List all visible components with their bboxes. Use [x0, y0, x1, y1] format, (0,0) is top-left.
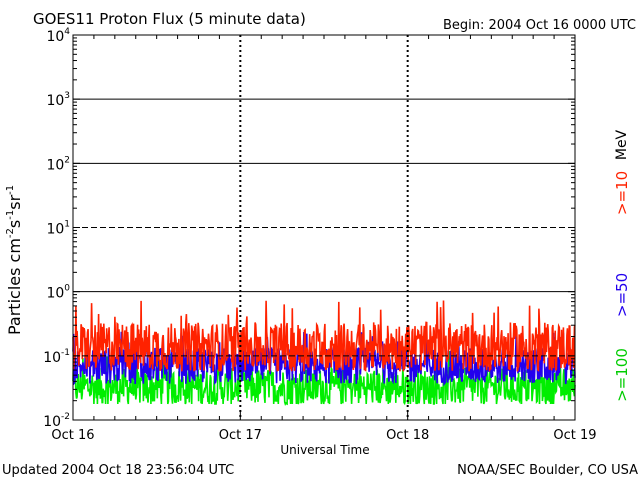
- series-line-1: [72, 331, 576, 387]
- x-tick-label-0: Oct 16: [51, 428, 94, 443]
- series-line-0: [72, 300, 576, 372]
- legend-entry-ge10: >=10: [613, 171, 631, 215]
- y-tick-label-0: 10-2: [43, 412, 70, 430]
- legend-entry-ge50: >=50: [613, 273, 631, 317]
- grid-layer: [73, 35, 575, 420]
- x-tick-label-3: Oct 19: [553, 428, 596, 443]
- y-tick-label-4: 102: [46, 155, 70, 173]
- chart-title: GOES11 Proton Flux (5 minute data): [33, 10, 306, 28]
- x-tick-label-2: Oct 18: [386, 428, 429, 443]
- y-tick-label-1: 10-1: [43, 348, 70, 366]
- y-tick-label-3: 101: [46, 220, 70, 238]
- x-axis-label: Universal Time: [280, 443, 369, 457]
- series-layer: [72, 300, 576, 406]
- begin-time: Begin: 2004 Oct 16 0000 UTC: [443, 18, 636, 33]
- axis-layer: 10-2 10-1 100 101 102 103 104 Oct 16 Oct 17 Oct 1…: [43, 27, 596, 443]
- unit-label: MeV: [614, 129, 630, 160]
- updated-timestamp: Updated 2004 Oct 18 23:56:04 UTC: [2, 463, 234, 478]
- y-tick-label-2: 100: [46, 284, 70, 302]
- y-tick-label-6: 104: [46, 27, 70, 45]
- legend-entry-ge100: >=100: [613, 348, 631, 402]
- y-tick-label-5: 103: [46, 91, 70, 109]
- y-axis-label: Particles cm-2s-1sr-1: [5, 185, 24, 335]
- credit-text: NOAA/SEC Boulder, CO USA: [457, 463, 638, 478]
- x-tick-label-1: Oct 17: [219, 428, 262, 443]
